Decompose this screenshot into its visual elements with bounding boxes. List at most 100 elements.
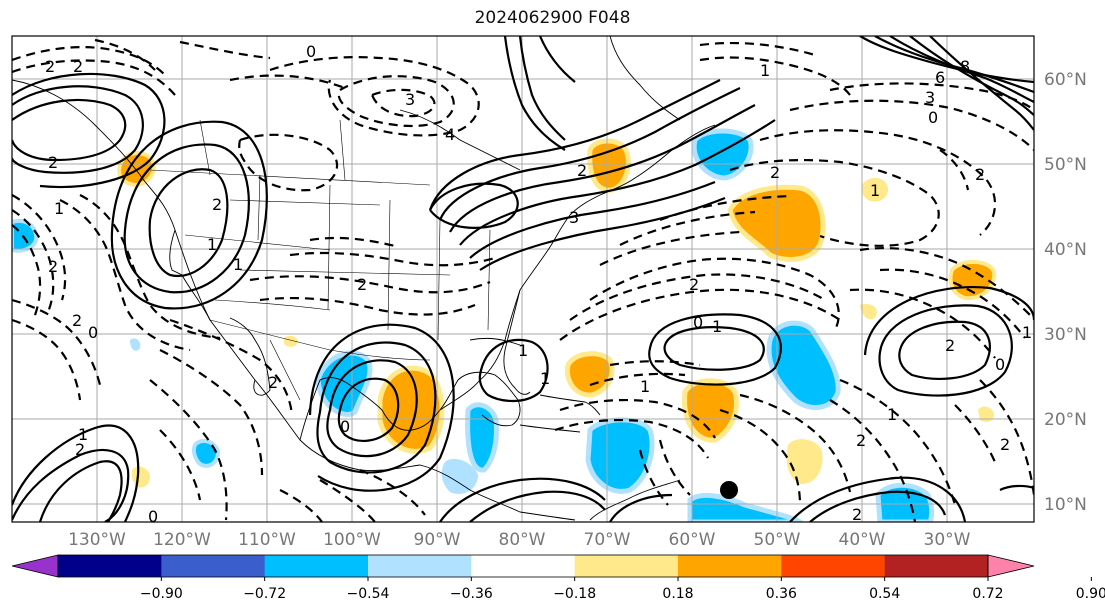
colorbar-segment (161, 555, 266, 577)
contour-label: 2 (852, 505, 862, 524)
contour-label: 1 (887, 405, 897, 424)
contour-label: 2 (212, 195, 222, 214)
colorbar-tick-label: −0.36 (450, 586, 493, 602)
lon-label: 90°W (414, 530, 461, 550)
contour-label: 1 (640, 377, 650, 396)
contour-label: 0 (306, 42, 316, 61)
lon-label: 80°W (499, 530, 546, 550)
positive-anomaly-region (860, 304, 877, 320)
positive-anomaly-region (786, 439, 823, 485)
positive-anomaly-region (978, 406, 994, 422)
contour-label: 1 (54, 199, 64, 218)
contour-label: 2 (72, 311, 82, 330)
colorbar-tick-label: 0.72 (972, 586, 1003, 602)
map-frame (11, 35, 1035, 523)
coastlines (12, 36, 716, 521)
contour-label: 1 (518, 341, 528, 360)
contour-labels: 0 2 2 2 3 4 2 1 6 8 3 0 1 2 2 1 2 1 2 0 … (45, 42, 1032, 526)
graticule (12, 36, 1034, 522)
contour-label: 1 (207, 235, 217, 254)
lon-label: 110°W (238, 530, 296, 550)
lon-label: 60°W (669, 530, 716, 550)
colorbar-tick-label: −0.18 (553, 586, 596, 602)
lon-label: 120°W (153, 530, 211, 550)
contour-label: 3 (405, 90, 415, 109)
contour-label: 2 (48, 257, 58, 276)
colorbar-segment (471, 555, 576, 577)
colorbar-tick-label: −0.72 (243, 586, 286, 602)
contour-label: 2 (48, 153, 58, 172)
contour-label: 1 (1022, 323, 1032, 342)
negative-anomaly-region (192, 438, 221, 468)
lat-label: 50°N (1044, 155, 1087, 175)
contour-label: 0 (148, 507, 158, 526)
contour-label: 2 (689, 275, 699, 294)
contour-label: 2 (1000, 435, 1010, 454)
contour-label: 6 (935, 68, 945, 87)
contour-label: 0 (88, 323, 98, 342)
longitude-labels: 130°W 120°W 110°W 100°W 90°W 80°W 70°W 6… (68, 530, 971, 550)
contour-label: 0 (340, 417, 350, 436)
latitude-labels: 60°N 50°N 40°N 30°N 20°N 10°N (1044, 70, 1087, 515)
lon-label: 100°W (323, 530, 381, 550)
contour-label: 2 (975, 165, 985, 184)
negative-anomaly-region (465, 402, 499, 473)
contour-label: 2 (357, 275, 367, 294)
lon-label: 50°W (754, 530, 801, 550)
negative-anomaly-region (130, 338, 141, 351)
lat-label: 60°N (1044, 70, 1087, 90)
positive-contours (12, 36, 1034, 522)
lat-label: 10°N (1044, 495, 1087, 515)
contour-label: 3 (925, 88, 935, 107)
contour-label: 0 (995, 355, 1005, 374)
lon-label: 130°W (68, 530, 126, 550)
negative-anomaly-region (691, 128, 754, 181)
contour-label: 1 (78, 425, 88, 444)
low-center-marker (720, 481, 738, 499)
contour-label: 2 (945, 336, 955, 355)
lon-label: 40°W (839, 530, 886, 550)
contour-label: 8 (960, 57, 970, 76)
contour-label: 2 (268, 373, 278, 392)
colorbar-segment (58, 555, 162, 577)
lat-label: 30°N (1044, 325, 1087, 345)
colorbar-outline (57, 554, 989, 578)
negative-anomaly-region (441, 458, 478, 495)
contour-label: 2 (45, 57, 55, 76)
contour-label: 1 (760, 61, 770, 80)
colorbar-tick-label: 0.36 (766, 586, 797, 602)
negative-contours (12, 38, 1034, 522)
positive-anomaly-region (948, 260, 997, 301)
negative-anomaly-region (766, 320, 841, 410)
positive-anomaly-region (587, 138, 631, 193)
negative-anomaly-region (687, 492, 805, 522)
lon-label: 30°W (924, 530, 971, 550)
contour-label: 2 (770, 163, 780, 182)
positive-anomaly-region (284, 335, 298, 347)
lat-label: 40°N (1044, 240, 1087, 260)
colorbar-tick-label: 0.18 (662, 586, 693, 602)
colorbar-segment (368, 555, 472, 577)
colorbar: −0.90 −0.72 −0.54 −0.36 −0.18 0.18 0.36 0.54 0.7… (11, 554, 1105, 602)
positive-anomaly-region (565, 351, 615, 398)
contour-label: 2 (577, 161, 587, 180)
contour-label: 3 (569, 208, 579, 227)
contour-label: 2 (75, 440, 85, 459)
chart-title: 2024062900 F048 (474, 8, 631, 28)
contour-label: 2 (73, 57, 83, 76)
positive-anomaly-region (861, 177, 889, 202)
contour-label: 1 (540, 369, 550, 388)
colorbar-extend-high (987, 554, 1035, 578)
political-borders (149, 119, 491, 401)
colorbar-segment (884, 555, 989, 577)
colorbar-segment (678, 555, 782, 577)
colorbar-tick-label: 0.90 (1076, 586, 1105, 602)
contour-label: 4 (445, 125, 455, 144)
contour-label: 2 (856, 431, 866, 450)
colorbar-tick-label: 0.54 (869, 586, 900, 602)
contour-label: 0 (693, 313, 703, 332)
colorbar-extend-low (11, 554, 59, 578)
contour-label: 1 (712, 317, 722, 336)
lat-label: 20°N (1044, 410, 1087, 430)
